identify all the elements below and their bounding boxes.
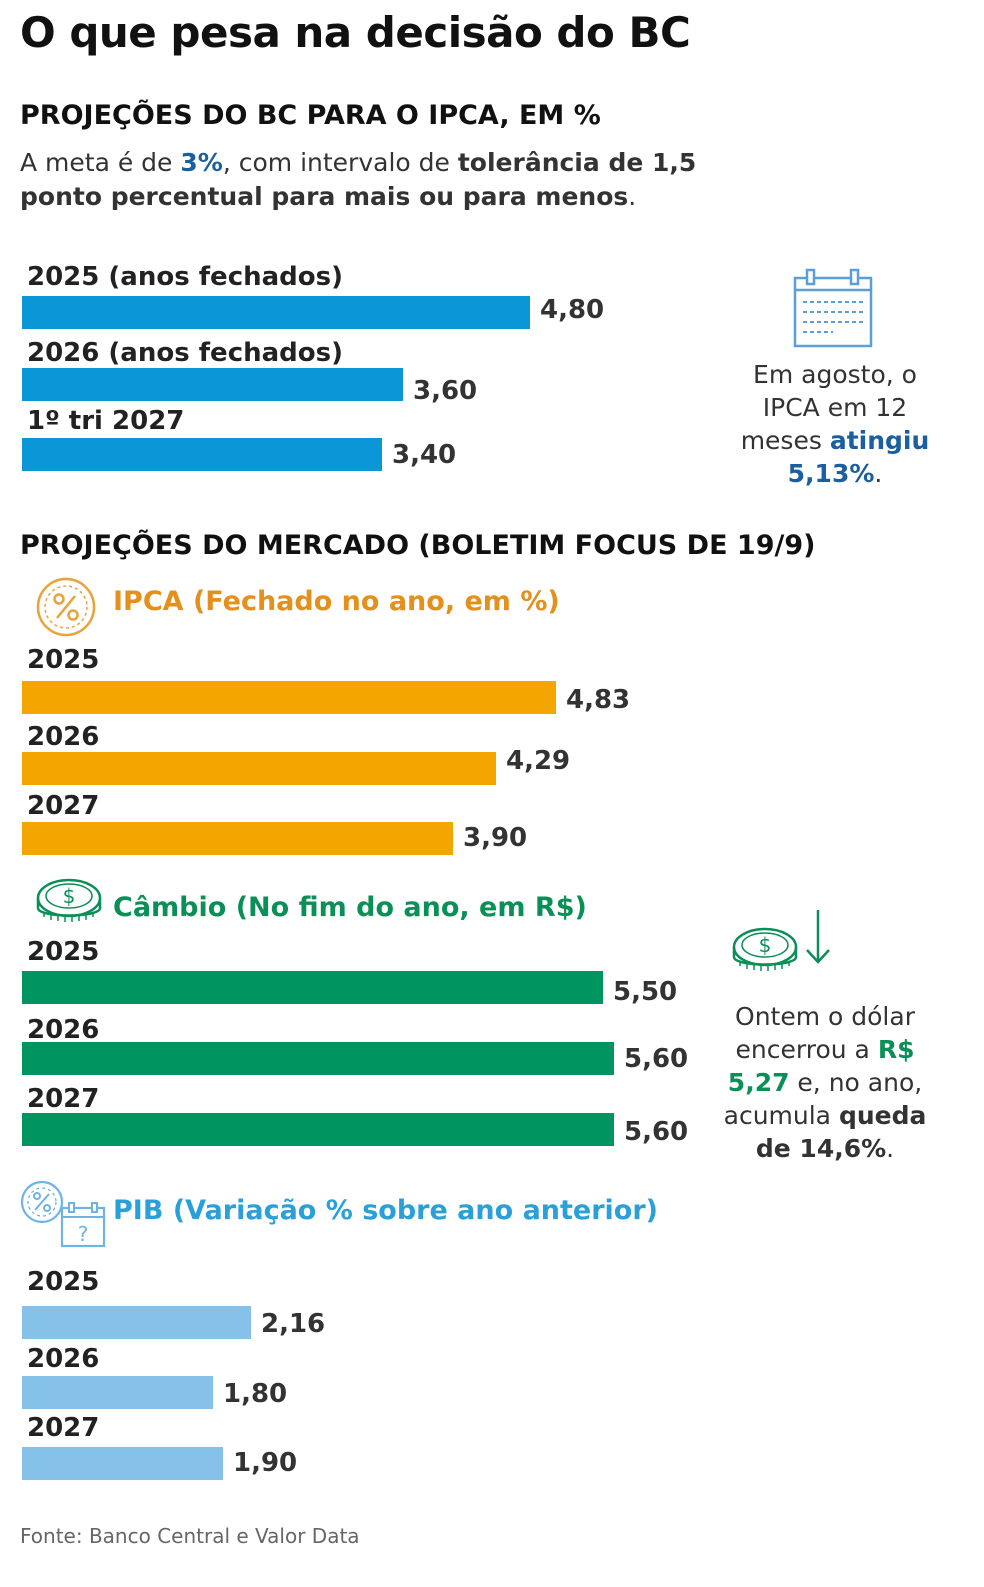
fx-note-value: R$ 5,27 bbox=[727, 1035, 915, 1097]
growth-calendar-icon: ? bbox=[20, 1180, 106, 1248]
market-section-heading: PROJEÇÕES DO MERCADO (BOLETIM FOCUS DE 1… bbox=[20, 530, 816, 561]
bc-value-label: 4,80 bbox=[540, 295, 605, 325]
svg-text:$: $ bbox=[63, 884, 76, 908]
pib-category-label: 2026 bbox=[27, 1344, 100, 1374]
bc-subtitle-bold: tolerância de 1,5 ponto percentual para … bbox=[20, 148, 697, 211]
bc-subtitle-part2: , com intervalo de bbox=[222, 148, 458, 177]
bc-category-label: 2026 (anos fechados) bbox=[27, 338, 343, 368]
bc-note-end: . bbox=[874, 459, 883, 488]
cambio-value-label: 5,50 bbox=[613, 977, 678, 1007]
ipca-category-label: 2026 bbox=[27, 722, 100, 752]
bc-category-label: 1º tri 2027 bbox=[27, 406, 185, 436]
cambio-chart-title: Câmbio (No fim do ano, em R$) bbox=[113, 892, 587, 923]
calendar-icon bbox=[793, 268, 873, 348]
fx-note-bold: queda de 14,6% bbox=[755, 1101, 927, 1163]
bc-bar bbox=[22, 368, 403, 401]
bc-subtitle-end: . bbox=[628, 182, 637, 211]
ipca-value-label: 4,29 bbox=[506, 746, 571, 776]
ipca-bar bbox=[22, 681, 556, 714]
bc-category-label: 2025 (anos fechados) bbox=[27, 262, 343, 292]
percent-icon bbox=[36, 577, 96, 637]
ipca-chart-title: IPCA (Fechado no ano, em %) bbox=[113, 586, 560, 617]
ipca-bar bbox=[22, 822, 453, 855]
cambio-bar bbox=[22, 1113, 614, 1146]
cambio-category-label: 2027 bbox=[27, 1084, 100, 1114]
bc-section-heading: PROJEÇÕES DO BC PARA O IPCA, EM % bbox=[20, 100, 601, 131]
pib-value-label: 1,80 bbox=[223, 1379, 288, 1409]
cambio-bar bbox=[22, 1042, 614, 1075]
cambio-value-label: 5,60 bbox=[624, 1044, 689, 1074]
cambio-category-label: 2026 bbox=[27, 1015, 100, 1045]
svg-text:?: ? bbox=[78, 1222, 89, 1246]
bc-note-bold2: 5,13% bbox=[787, 459, 875, 488]
pib-category-label: 2025 bbox=[27, 1267, 100, 1297]
ipca-value-label: 3,90 bbox=[463, 823, 528, 853]
ipca-category-label: 2027 bbox=[27, 791, 100, 821]
bc-subtitle-part1: A meta é de bbox=[20, 148, 181, 177]
cambio-value-label: 5,60 bbox=[624, 1117, 689, 1147]
bc-note-part1: Em agosto, o IPCA em 12 meses bbox=[740, 360, 917, 455]
pib-bar bbox=[22, 1376, 213, 1409]
fx-note-part1: Ontem o dólar encerrou a bbox=[735, 1002, 915, 1064]
bc-goal-value: 3% bbox=[180, 148, 223, 177]
bc-ipca-note: Em agosto, o IPCA em 12 meses atingiu 5,… bbox=[735, 358, 935, 490]
pib-value-label: 1,90 bbox=[233, 1448, 298, 1478]
bc-bar bbox=[22, 438, 382, 471]
arrow-down-icon bbox=[806, 910, 830, 964]
ipca-category-label: 2025 bbox=[27, 645, 100, 675]
coin-icon: $ bbox=[36, 878, 102, 922]
cambio-category-label: 2025 bbox=[27, 937, 100, 967]
cambio-bar bbox=[22, 971, 603, 1004]
page-title: O que pesa na decisão do BC bbox=[20, 8, 691, 57]
bc-value-label: 3,60 bbox=[413, 376, 478, 406]
bc-bar bbox=[22, 296, 530, 329]
bc-subtitle: A meta é de 3%, com intervalo de tolerân… bbox=[20, 146, 720, 214]
bc-value-label: 3,40 bbox=[392, 440, 457, 470]
source-note: Fonte: Banco Central e Valor Data bbox=[20, 1524, 360, 1548]
coin-icon: $ bbox=[732, 927, 798, 971]
pib-bar bbox=[22, 1447, 223, 1480]
ipca-value-label: 4,83 bbox=[566, 685, 631, 715]
svg-text:$: $ bbox=[759, 933, 772, 957]
fx-note: Ontem o dólar encerrou a R$ 5,27 e, no a… bbox=[718, 1000, 932, 1165]
pib-value-label: 2,16 bbox=[261, 1309, 326, 1339]
pib-category-label: 2027 bbox=[27, 1413, 100, 1443]
pib-chart-title: PIB (Variação % sobre ano anterior) bbox=[113, 1195, 659, 1226]
fx-note-part2: e, no ano, acumula bbox=[723, 1068, 923, 1130]
fx-note-end: . bbox=[886, 1134, 895, 1163]
bc-note-bold1: atingiu bbox=[829, 426, 930, 455]
pib-bar bbox=[22, 1306, 251, 1339]
ipca-bar bbox=[22, 752, 496, 785]
